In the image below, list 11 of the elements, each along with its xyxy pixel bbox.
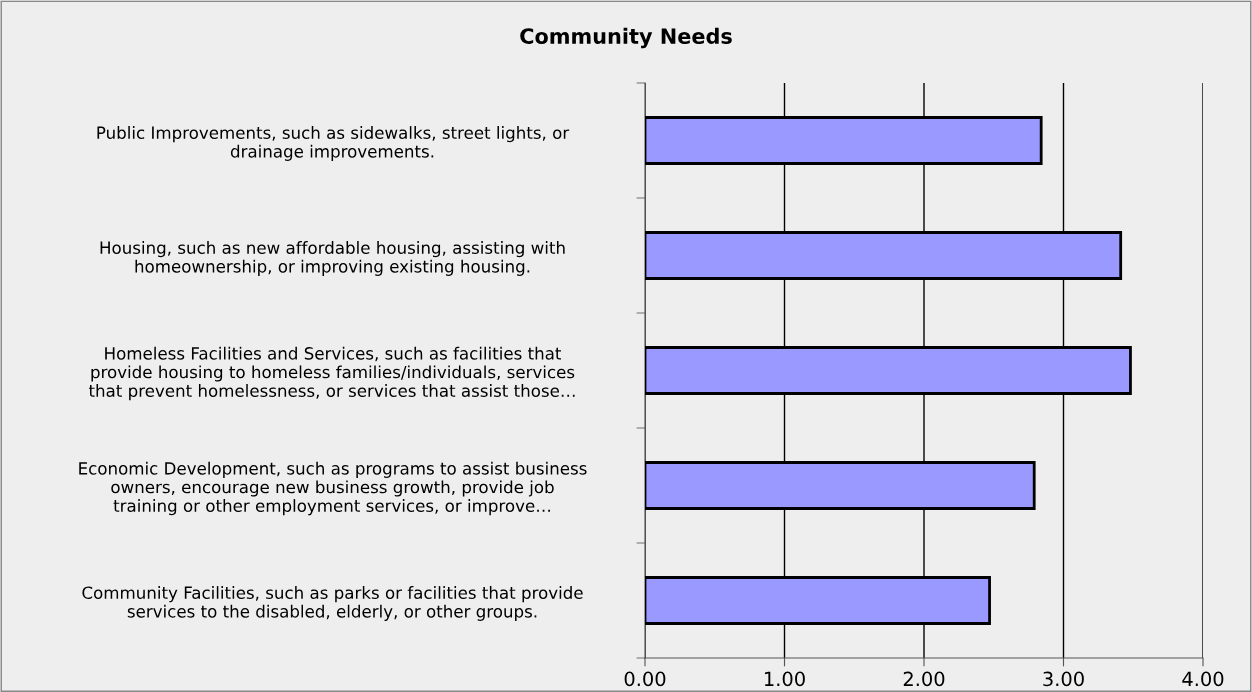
x-tick-label: 2.00 bbox=[903, 671, 945, 687]
y-tick-label: Homeless Facilities and Services, such as facilities that provide housing to homeless families/individuals, services that prevent homelessness, or services that assist those… bbox=[88, 346, 575, 401]
y-tick-label: Economic Development, such as programs to assist business owners, encourage new business growth, provide job training or other employment services, or improve… bbox=[79, 461, 587, 516]
y-tick-label: Community Facilities, such as parks or facilities that provide services to the disabled, elderly, or other groups. bbox=[82, 586, 583, 621]
x-tick-label: 0.00 bbox=[624, 671, 666, 687]
chart-title: Community Needs bbox=[520, 27, 732, 49]
x-tick-label: 4.00 bbox=[1182, 671, 1224, 687]
y-tick-label: Public Improvements, such as sidewalks, street lights, or drainage improvements. bbox=[97, 126, 570, 161]
x-tick-label: 3.00 bbox=[1043, 671, 1084, 687]
x-tick-label: 1.00 bbox=[764, 671, 805, 687]
y-tick-label: Housing, such as new affordable housing, assisting with homeownership, or improving existing housing. bbox=[100, 241, 565, 276]
